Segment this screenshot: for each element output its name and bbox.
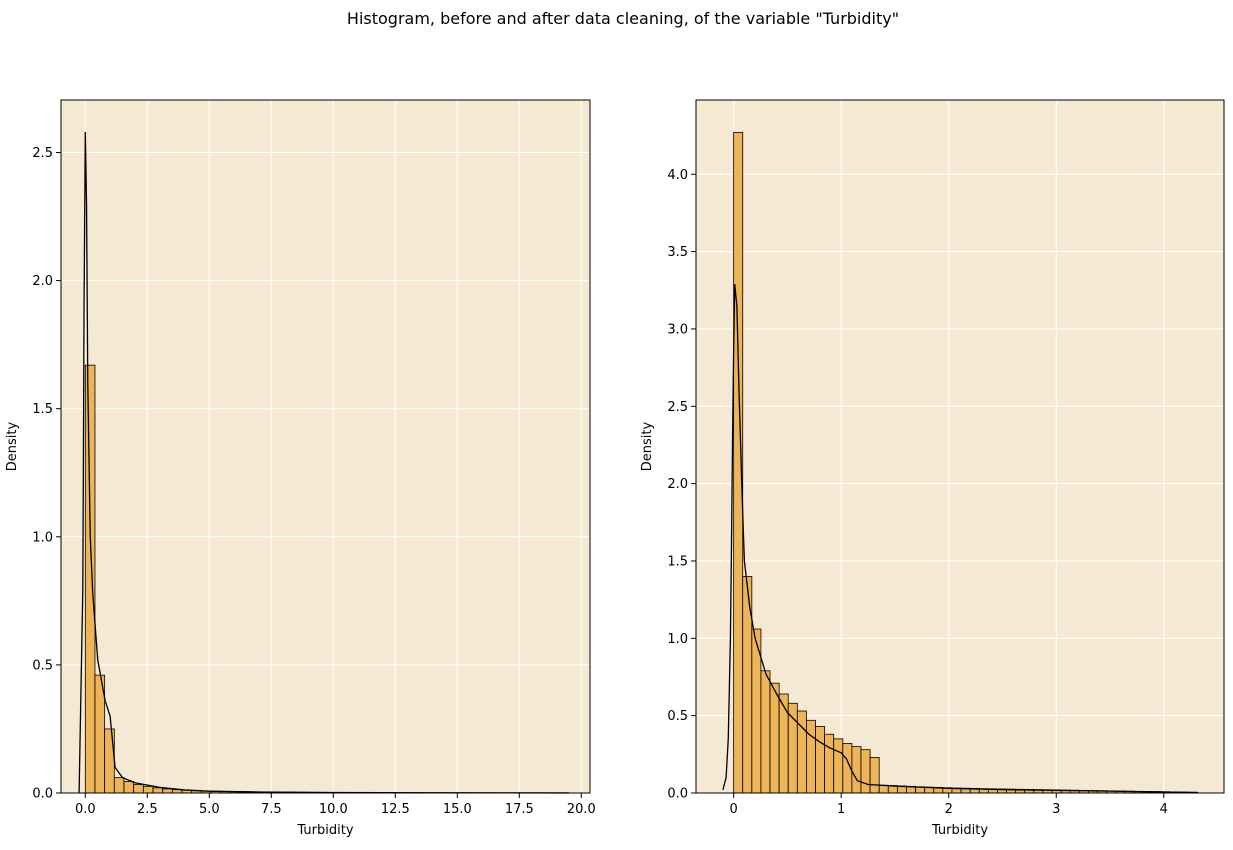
histogram-bar	[852, 747, 861, 793]
y-tick-label: 3.0	[667, 322, 688, 337]
histogram-before-panel: 0.0 2.5 5.0 7.5 10.0 12.5 15.0 17.5 20.0 0.0 0.5 1.…	[5, 100, 596, 838]
y-tick-label: 2.0	[667, 477, 688, 492]
x-tick-label: 1	[837, 802, 845, 817]
y-tick-label: 1.0	[32, 530, 53, 545]
histogram-bar	[134, 785, 144, 793]
x-axis-label: Turbidity	[931, 823, 988, 838]
x-axis-label: Turbidity	[296, 823, 353, 838]
histogram-bar	[143, 786, 153, 793]
histogram-after-panel: 0 1 2 3 4 0.0 0.5 1.0 1.5 2.0 2.5 3.0 3.5 4.0 Turbidit…	[640, 100, 1224, 838]
y-tick-label: 0.5	[667, 709, 688, 724]
x-tick-label: 20.0	[567, 802, 596, 817]
histogram-bar	[153, 788, 163, 793]
figure-suptitle: Histogram, before and after data cleanin…	[347, 9, 899, 28]
histogram-bar	[788, 703, 797, 793]
histogram-bar	[779, 694, 788, 793]
x-tick-label: 17.5	[505, 802, 534, 817]
y-tick-label: 4.0	[667, 168, 688, 183]
histogram-bar	[114, 778, 124, 793]
x-tick-label: 2.5	[137, 802, 158, 817]
y-tick-label: 0.0	[32, 787, 53, 802]
histogram-bar	[825, 734, 834, 793]
x-tick-label: 12.5	[381, 802, 410, 817]
plot-area	[61, 100, 590, 793]
y-tick-label: 2.0	[32, 274, 53, 289]
y-tick-label: 1.0	[667, 632, 688, 647]
x-tick-label: 3	[1052, 802, 1060, 817]
y-tick-label: 0.5	[32, 658, 53, 673]
histogram-bar	[770, 683, 779, 793]
y-tick-label: 1.5	[32, 402, 53, 417]
x-tick-label: 4	[1160, 802, 1168, 817]
histogram-bar	[163, 789, 173, 793]
y-tick-label: 3.5	[667, 245, 688, 260]
histogram-bar	[816, 726, 825, 793]
x-tick-label: 5.0	[199, 802, 220, 817]
x-tick-label: 15.0	[443, 802, 472, 817]
histogram-bar	[861, 750, 870, 793]
histogram-bar	[85, 365, 95, 793]
y-tick-label: 2.5	[667, 400, 688, 415]
y-axis-label: Density	[640, 421, 655, 471]
histogram-bar	[124, 781, 134, 793]
histogram-bar	[870, 757, 879, 793]
x-tick-label: 7.5	[261, 802, 282, 817]
x-tick-label: 2	[945, 802, 953, 817]
histogram-bar	[879, 785, 888, 793]
y-tick-label: 2.5	[32, 146, 53, 161]
x-tick-label: 0.0	[75, 802, 96, 817]
histogram-bar	[761, 671, 770, 793]
y-tick-label: 0.0	[667, 787, 688, 802]
x-tick-label: 0	[729, 802, 737, 817]
histogram-bar	[834, 739, 843, 793]
histogram-bar	[806, 720, 815, 793]
y-axis-label: Density	[5, 421, 20, 471]
x-tick-label: 10.0	[319, 802, 348, 817]
y-tick-label: 1.5	[667, 554, 688, 569]
